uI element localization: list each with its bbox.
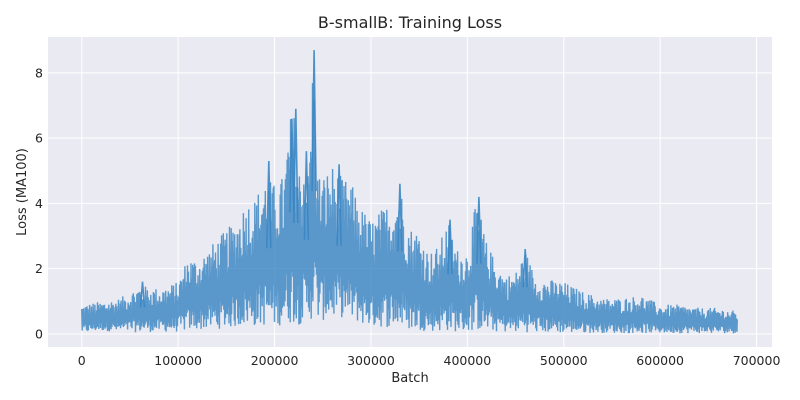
x-tick-label: 700000 <box>733 353 781 368</box>
loss-peak <box>311 50 317 192</box>
grid <box>48 37 772 347</box>
loss-peak <box>397 183 403 252</box>
loss-peak <box>336 164 342 246</box>
x-tick-label: 200000 <box>251 353 299 368</box>
y-tick-label: 4 <box>35 196 43 211</box>
y-tick-label: 8 <box>35 65 43 80</box>
x-tick-label: 100000 <box>154 353 202 368</box>
y-tick-label: 2 <box>35 261 43 276</box>
x-tick-label: 500000 <box>540 353 588 368</box>
y-tick-label: 6 <box>35 131 43 146</box>
loss-trace <box>81 83 738 334</box>
loss-peak <box>522 249 528 288</box>
loss-peak <box>293 108 299 224</box>
loss-peak <box>289 118 295 213</box>
x-tick-labels: 0 100000 200000 300000 400000 500000 600000 700… <box>78 353 781 368</box>
x-tick-label: 300000 <box>347 353 395 368</box>
y-axis-label: Loss (MA100) <box>15 148 30 236</box>
x-tick-label: 400000 <box>444 353 492 368</box>
loss-peak <box>139 281 146 308</box>
x-tick-label: 600000 <box>636 353 684 368</box>
loss-peak <box>476 196 482 264</box>
chart-title: B-smallB: Training Loss <box>318 13 502 32</box>
x-tick-label: 0 <box>78 353 86 368</box>
series-loss <box>81 50 738 334</box>
loss-peak <box>266 160 272 249</box>
y-tick-label: 0 <box>35 326 43 341</box>
y-tick-labels: 0 2 4 6 8 <box>35 65 43 341</box>
loss-peak <box>447 219 453 275</box>
x-axis-label: Batch <box>391 371 428 386</box>
loss-peak <box>303 151 310 240</box>
